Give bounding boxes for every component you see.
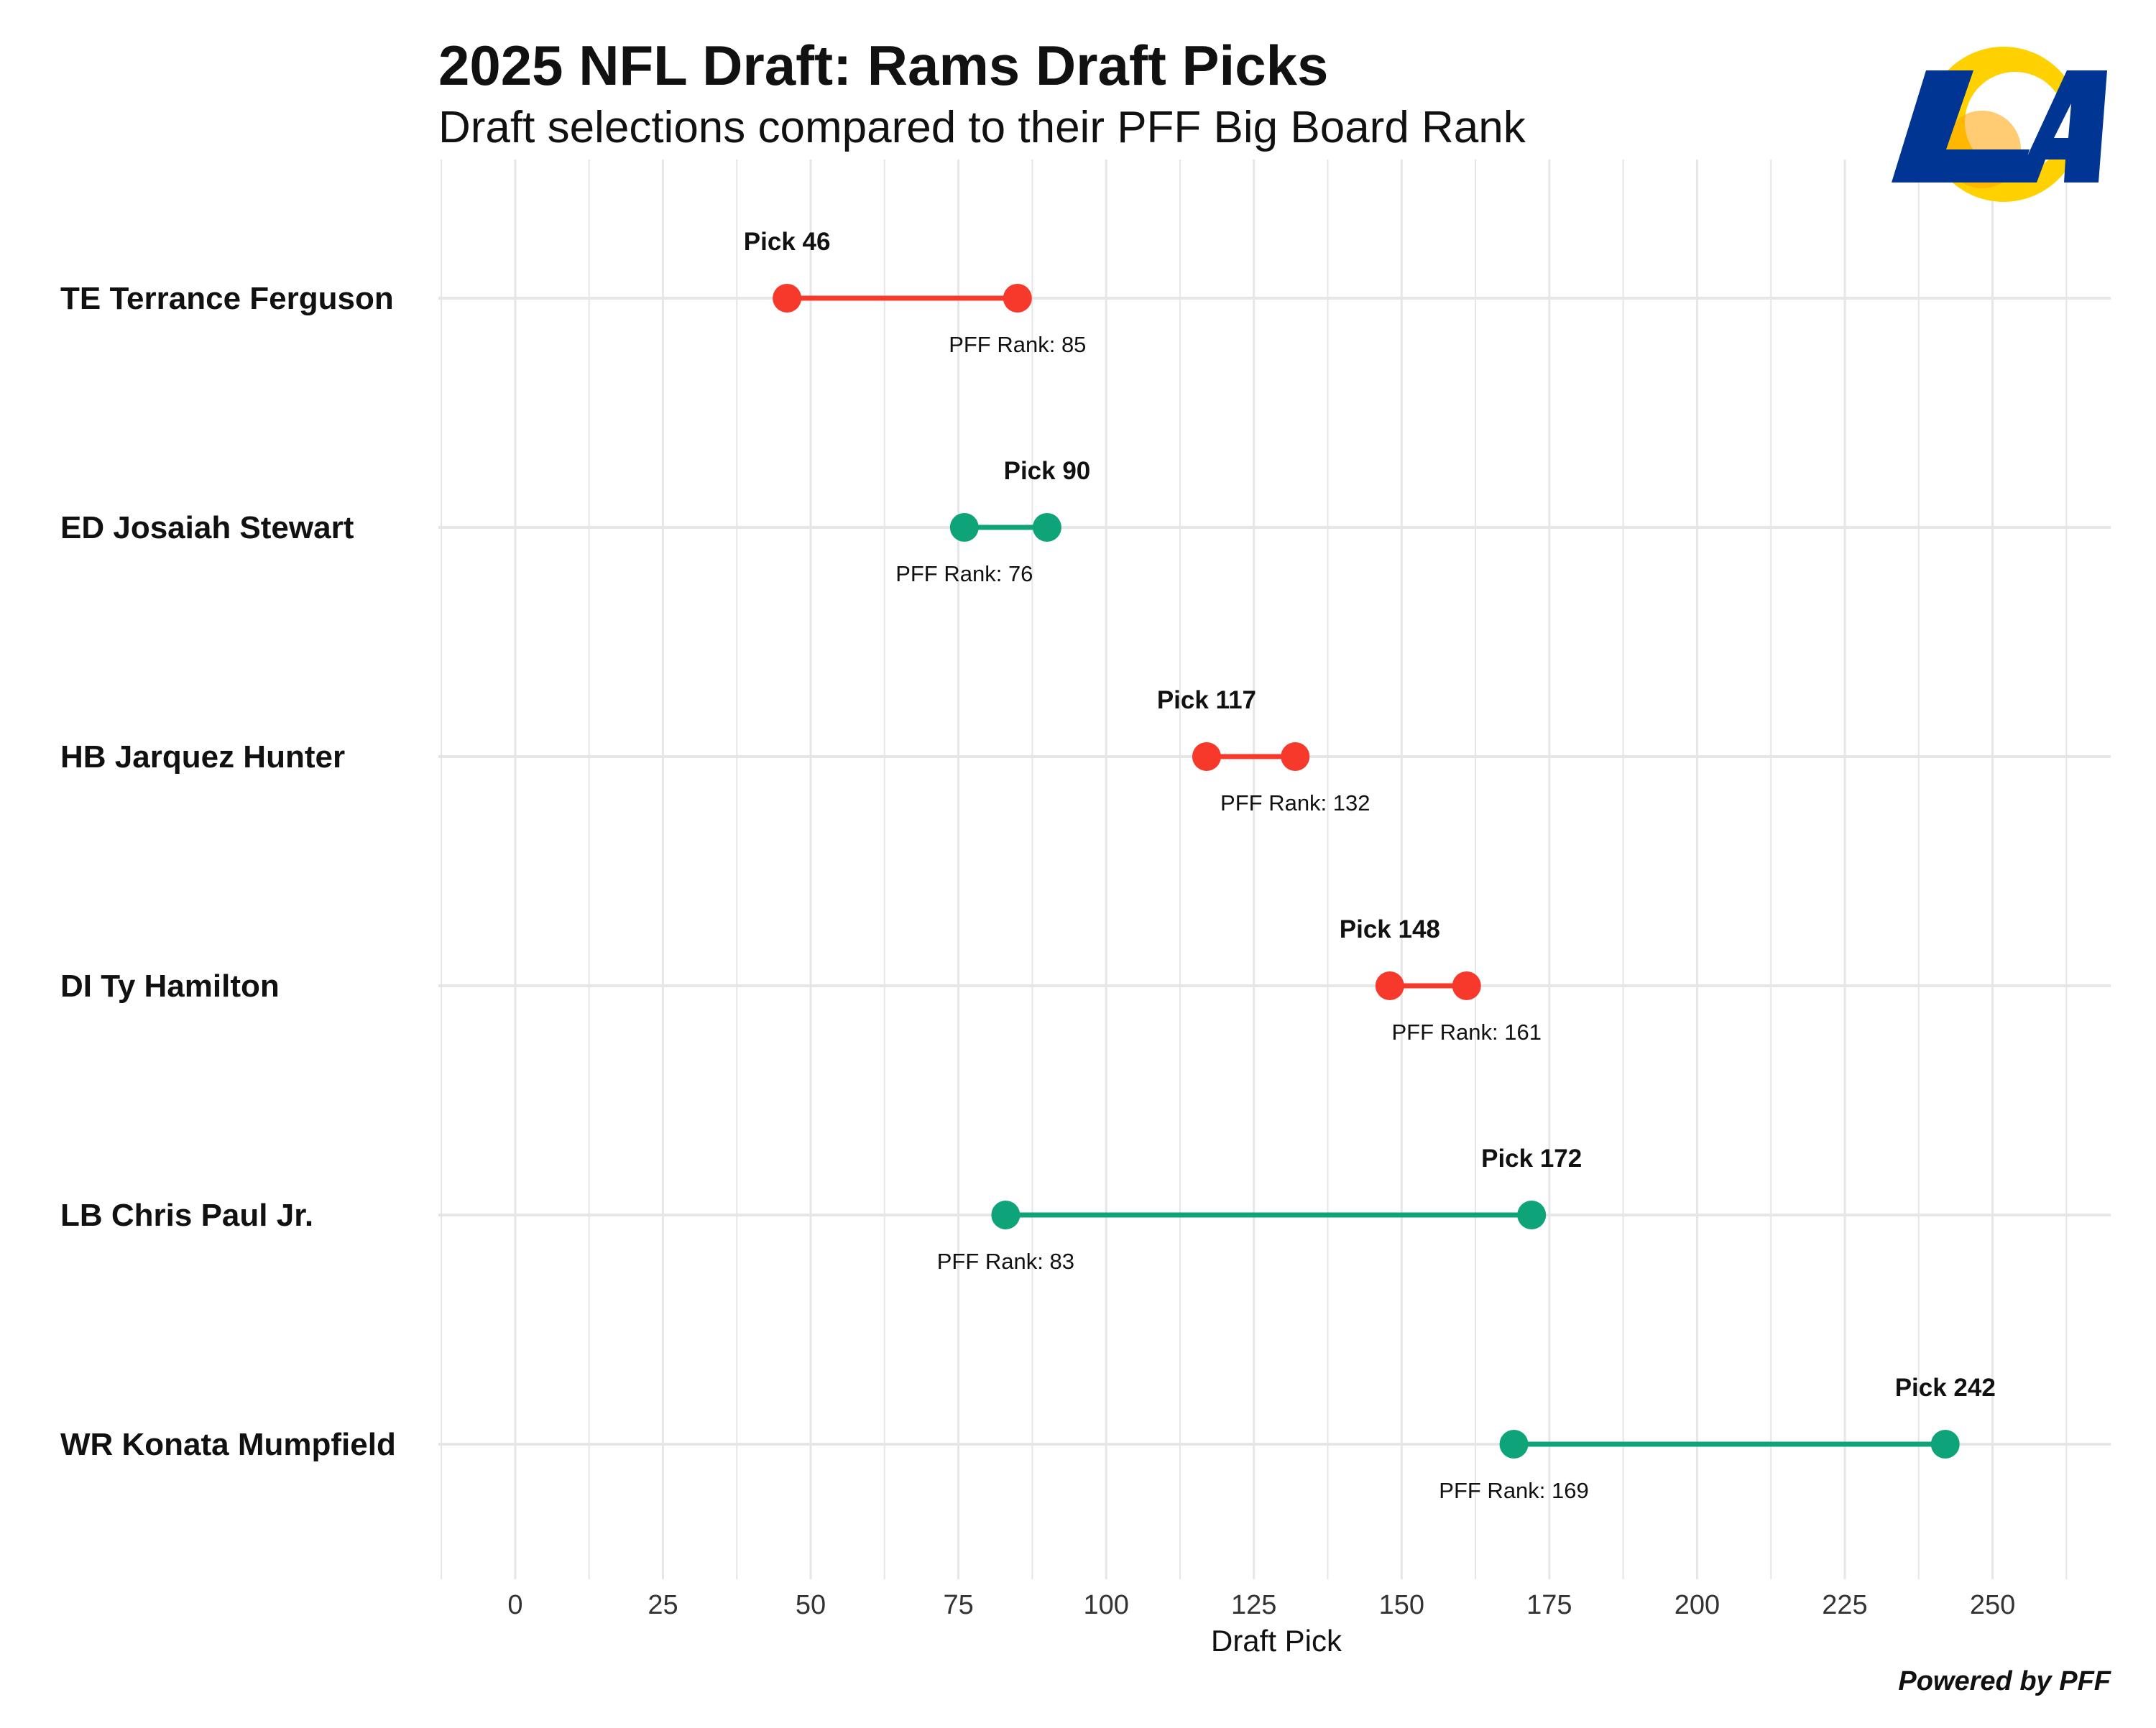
pff-rank-point (1281, 742, 1310, 771)
pick-label: Pick 90 (1004, 457, 1091, 485)
chart-title: 2025 NFL Draft: Rams Draft Picks (438, 34, 1328, 97)
pff-rank-label: PFF Rank: 132 (1220, 790, 1370, 816)
pick-point (1032, 513, 1061, 542)
y-tick-label: LB Chris Paul Jr. (60, 1198, 313, 1233)
y-tick-label: HB Jarquez Hunter (60, 739, 345, 775)
y-tick-label: ED Josaiah Stewart (60, 510, 354, 545)
x-tick-labels: 0 25 50 75 100 125 150 175 200 225 250 (507, 1590, 2015, 1620)
logo-l-shape (1892, 70, 2030, 182)
pick-label: Pick 172 (1481, 1145, 1582, 1173)
pff-rank-point (991, 1201, 1021, 1229)
pick-point (1192, 742, 1221, 771)
pff-rank-label: PFF Rank: 169 (1439, 1478, 1588, 1503)
pff-rank-point (1003, 284, 1032, 313)
x-tick-label: 250 (1970, 1590, 2015, 1620)
x-tick-label: 225 (1822, 1590, 1867, 1620)
grid-layer (438, 160, 2111, 1579)
y-tick-label: WR Konata Mumpfield (60, 1427, 396, 1462)
x-axis-title: Draft Pick (1211, 1624, 1342, 1658)
x-tick-label: 50 (796, 1590, 826, 1620)
pick-point (773, 284, 802, 313)
pick-label: Pick 46 (744, 228, 831, 256)
x-tick-label: 25 (648, 1590, 678, 1620)
pff-rank-point (1452, 971, 1481, 1000)
pff-rank-point (1499, 1430, 1529, 1459)
pff-rank-label: PFF Rank: 83 (937, 1249, 1074, 1274)
rams-la-logo (1892, 47, 2107, 202)
x-tick-label: 75 (943, 1590, 973, 1620)
pick-label: Pick 242 (1895, 1374, 1996, 1402)
chart-subtitle: Draft selections compared to their PFF B… (438, 103, 1526, 152)
x-tick-label: 125 (1231, 1590, 1276, 1620)
pff-rank-label: PFF Rank: 161 (1391, 1020, 1541, 1045)
pff-rank-label: PFF Rank: 76 (895, 561, 1033, 586)
pick-point (1375, 971, 1404, 1000)
y-tick-label: DI Ty Hamilton (60, 969, 280, 1004)
chart-marks: Pick 46 PFF Rank: 85 Pick 90 PFF Rank: 76 Pi… (744, 228, 1996, 1503)
y-tick-label: TE Terrance Ferguson (60, 281, 394, 316)
pick-label: Pick 117 (1157, 686, 1256, 714)
x-tick-label: 0 (507, 1590, 522, 1620)
x-tick-label: 200 (1674, 1590, 1720, 1620)
pick-point (1930, 1430, 1960, 1459)
logo-a-counter (2054, 103, 2071, 138)
y-tick-labels: TE Terrance Ferguson ED Josaiah Stewart HB… (60, 281, 396, 1462)
pick-point (1517, 1201, 1547, 1229)
x-tick-label: 150 (1379, 1590, 1424, 1620)
x-tick-label: 100 (1083, 1590, 1128, 1620)
x-tick-label: 175 (1526, 1590, 1572, 1620)
pff-rank-label: PFF Rank: 85 (949, 332, 1086, 357)
pick-label: Pick 148 (1340, 915, 1440, 943)
footer-credit: Powered by PFF (1898, 1666, 2111, 1696)
pff-rank-point (949, 513, 979, 542)
